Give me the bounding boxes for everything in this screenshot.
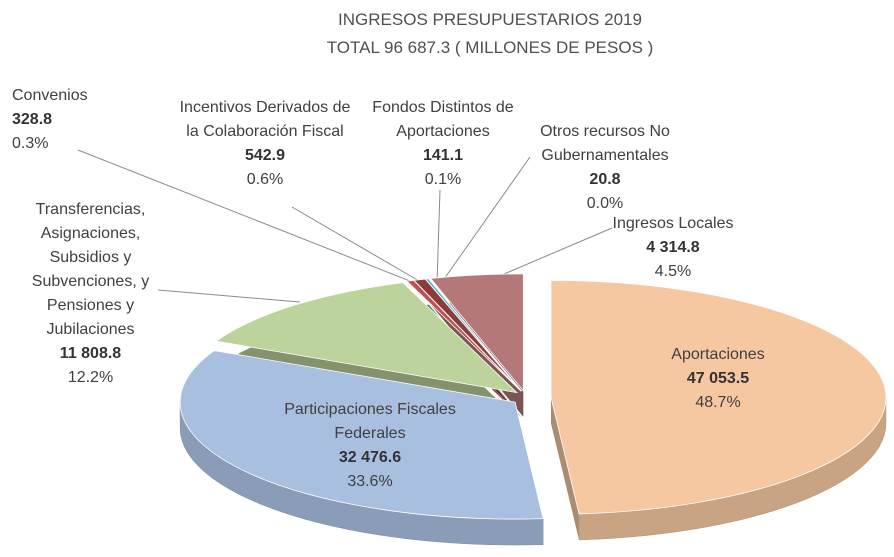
- category-label: Otros recursos No Gubernamentales: [540, 123, 670, 164]
- leader-line: [441, 156, 531, 283]
- percent-label: 0.6%: [246, 171, 284, 188]
- value-label: 328.8: [12, 111, 53, 128]
- chart-subtitle: TOTAL 96 687.3 ( MILLONES DE PESOS ): [326, 38, 654, 57]
- leader-line: [436, 189, 441, 284]
- category-label: Convenios: [12, 87, 88, 104]
- pie-tops: [179, 273, 887, 520]
- slice: [179, 350, 544, 520]
- leader-line: [291, 206, 427, 286]
- percent-label: 4.5%: [654, 263, 692, 280]
- percent-label: 0.0%: [586, 195, 624, 212]
- chart-title: INGRESOS PRESUPUESTARIOS 2019: [338, 10, 642, 29]
- category-label: Aportaciones: [671, 346, 765, 363]
- slice-label: Ingresos Locales 4 314.8 4.5%: [598, 212, 748, 284]
- slice: [215, 282, 519, 394]
- category-label: Fondos Distintos de Aportaciones: [372, 99, 514, 140]
- value-label: 32 476.6: [338, 449, 402, 466]
- leader-line: [77, 149, 421, 286]
- slice: [427, 278, 522, 392]
- slice-label: Participaciones Fiscales Federales 32 476…: [270, 398, 470, 494]
- leader-line: [489, 227, 613, 281]
- slice-label: Fondos Distintos de Aportaciones 141.1 0.1…: [358, 96, 528, 192]
- value-label: 542.9: [244, 147, 286, 164]
- slice-label: Transferencias, Asignaciones, Subsidios …: [18, 198, 163, 390]
- percent-label: 0.1%: [424, 171, 462, 188]
- slice: [550, 279, 887, 515]
- percent-label: 12.2%: [67, 369, 114, 386]
- category-label: Ingresos Locales: [612, 215, 734, 232]
- percent-label: 48.7%: [695, 394, 741, 411]
- slice: [429, 273, 524, 392]
- category-label: Incentivos Derivados de la Colaboración …: [179, 99, 351, 140]
- percent-label: 0.3%: [12, 135, 49, 152]
- slice-label: Convenios 328.8 0.3%: [12, 84, 132, 156]
- leader-line: [157, 289, 301, 303]
- slice-label: Otros recursos No Gubernamentales 20.8 0.0…: [520, 120, 690, 216]
- value-label: 20.8: [589, 171, 621, 188]
- category-label: Transferencias, Asignaciones, Subsidios …: [31, 201, 150, 338]
- category-label: Participaciones Fiscales Federales: [284, 401, 456, 442]
- percent-label: 33.6%: [347, 473, 393, 490]
- value-label: 47 053.5: [686, 370, 750, 387]
- slice-label: Incentivos Derivados de la Colaboración …: [175, 96, 355, 192]
- value-label: 141.1: [422, 147, 464, 164]
- value-label: 11 808.8: [59, 345, 122, 362]
- value-label: 4 314.8: [646, 239, 700, 256]
- slice-label: Aportaciones 47 053.5 48.7%: [643, 343, 793, 415]
